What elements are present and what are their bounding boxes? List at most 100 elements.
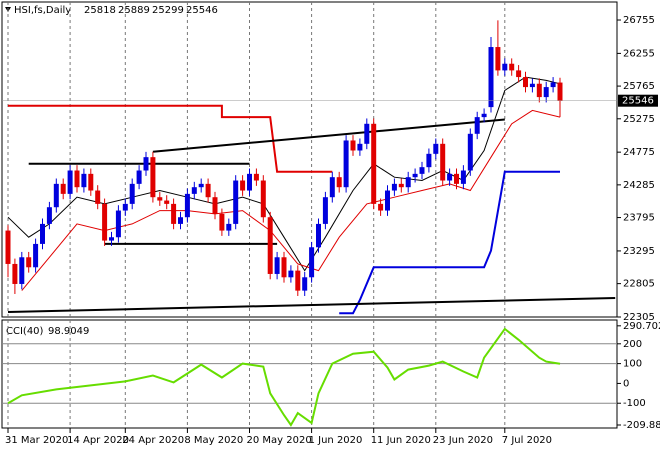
candle-body [178,217,183,224]
candle-body [433,143,439,154]
candle-body [136,170,142,184]
candle-body [5,230,11,264]
y-tick-label: 25765 [623,81,655,92]
candle-body [302,277,308,291]
candle-body [350,140,356,151]
candle-body [391,183,397,191]
candle-body [419,167,425,174]
candle-body [281,257,287,278]
candle-body [19,257,25,284]
x-tick-label: 1 Jun 2020 [309,435,363,446]
candle-body [205,183,211,198]
y-tick-label: 24285 [623,180,655,191]
ohlc-open: 25818 [84,5,116,16]
candle-body [102,203,108,241]
candle-body [447,173,453,181]
candle-body [122,203,128,211]
current-price-label: 25546 [622,96,654,107]
candle-body [219,213,225,231]
candle-body [233,180,239,224]
ohlc-low: 25299 [152,5,184,16]
candle-body [474,117,480,134]
candle-body [129,183,135,204]
candle-body [184,193,190,218]
x-tick-label: 20 May 2020 [247,435,312,446]
indicator-panel [1,319,618,429]
candle-body [405,177,411,188]
candle-body [426,153,432,168]
candle-body [143,157,149,171]
candle-body [322,197,328,224]
x-tick-label: 14 Apr 2020 [67,435,129,446]
candle-body [529,83,535,88]
candle-body [364,123,370,144]
x-tick-label: 23 Jun 2020 [433,435,493,446]
candle-body [357,143,363,151]
y-tick-label: 23295 [623,246,655,257]
candle-body [495,47,501,71]
candle-body [295,270,301,291]
candle-body [33,243,39,268]
indicator-value: 98.9049 [48,326,89,337]
candle-body [26,257,32,268]
x-tick-label: 31 Mar 2020 [5,435,68,446]
candle-body [316,223,321,248]
indicator-y-tick-label: 290.7027 [623,321,660,332]
x-tick-label: 11 Jun 2020 [371,435,431,446]
candle-body [329,177,335,198]
y-tick-label: 26755 [623,15,655,26]
candle-body [440,143,446,181]
x-tick-label: 8 May 2020 [184,435,243,446]
indicator-y-tick-label: 200 [623,339,642,350]
candle-body [488,47,494,108]
candle-body [557,82,563,101]
candle-body [378,203,384,211]
candle-body [53,183,59,208]
candle-body [226,223,232,231]
candle-body [150,157,156,198]
candle-body [12,263,18,284]
candle-body [336,177,342,188]
chart-title: HSI,fs,Daily [14,5,71,16]
candle-body [157,197,163,201]
candle-body [502,63,508,71]
candle-body [40,223,45,244]
candle-body [412,173,418,178]
candle-body [288,270,294,278]
ohlc-close: 25546 [186,5,218,16]
candle-body [212,197,218,214]
candle-body [164,200,170,204]
candle-body [171,203,177,224]
indicator-y-tick-label: 100 [623,359,642,370]
candle-body [247,173,252,191]
candle-body [509,63,515,71]
candle-body [74,170,80,188]
candle-body [371,123,377,204]
candle-body [460,170,466,184]
candle-body [274,257,280,274]
x-tick-label: 24 Apr 2020 [122,435,184,446]
indicator-line [7,327,561,427]
candle-body [67,170,73,194]
indicator-y-tick-label: -100 [623,398,646,409]
candle-body [398,183,404,188]
candle-body [60,183,66,194]
candle-body [95,190,101,204]
overlay-line [8,104,333,173]
ohlc-high: 25889 [118,5,150,16]
candle-body [88,173,94,191]
x-tick-label: 7 Jul 2020 [502,435,552,446]
indicator-y-tick-label: -209.8860 [623,420,660,431]
candle-body [198,183,204,188]
y-tick-label: 22305 [623,312,655,323]
candle-body [467,133,473,171]
candle-body [536,83,542,98]
candle-body [523,77,528,88]
candle-body [309,247,315,278]
candle-body [550,82,556,88]
y-tick-label: 24775 [623,147,655,158]
overlay-line [152,118,505,153]
candle-body [481,113,487,118]
candle-body [109,237,114,241]
